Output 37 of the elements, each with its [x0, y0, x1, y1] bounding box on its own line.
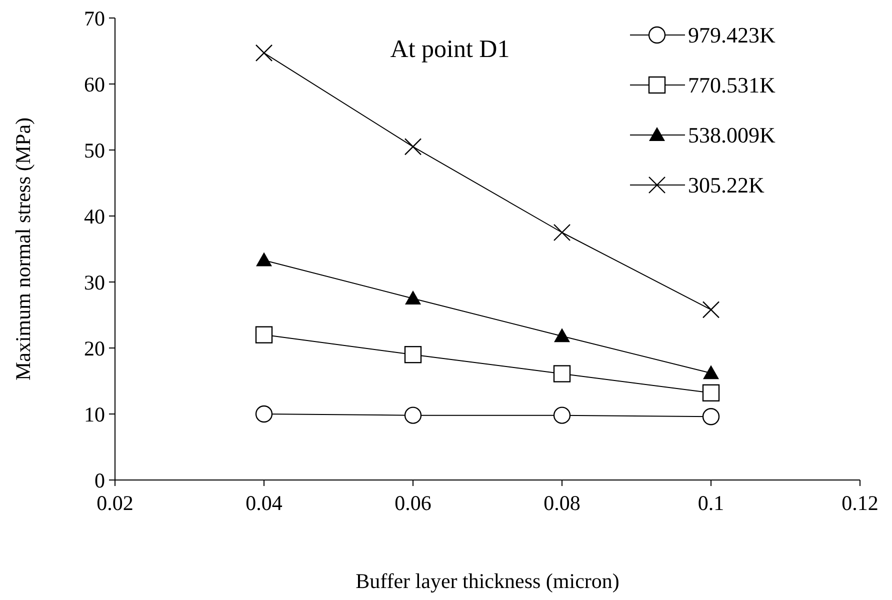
- point: [404, 346, 422, 364]
- point: [553, 406, 571, 424]
- point: [256, 252, 272, 266]
- y-tick-label: 50: [84, 138, 105, 162]
- x-tick-label: 0.06: [394, 491, 432, 515]
- y-tick-label: 60: [84, 72, 105, 96]
- x-tick-label: 0.1: [698, 491, 724, 515]
- y-tick-label: 70: [84, 6, 105, 30]
- point: [702, 408, 720, 426]
- legend-label: 538.009K: [688, 122, 776, 148]
- y-tick-label: 10: [84, 402, 105, 426]
- point: [255, 405, 273, 423]
- x-tick-label: 0.12: [842, 491, 878, 515]
- point: [553, 365, 571, 382]
- legend-label: 979.423K: [688, 22, 776, 48]
- point: [255, 44, 273, 62]
- y-tick-label: 0: [94, 468, 105, 492]
- x-tick-label: 0.04: [246, 491, 283, 515]
- point: [404, 406, 422, 424]
- y-tick-label: 40: [84, 204, 105, 228]
- point: [702, 384, 720, 402]
- x-axis-title: Buffer layer thickness (micron): [356, 569, 620, 593]
- text: At point D1: [390, 36, 510, 63]
- point: [703, 365, 719, 380]
- y-tick-label: 20: [84, 336, 105, 360]
- y-tick-label: 30: [84, 270, 105, 294]
- point: [255, 326, 273, 344]
- point: [404, 138, 422, 156]
- legend-label: 770.531K: [688, 72, 776, 98]
- y-axis-title: Maximum normal stress (MPa): [11, 117, 35, 381]
- x-tick-label: 0.08: [544, 491, 580, 515]
- x-tick-label: 0.02: [96, 491, 134, 515]
- legend-label: 305.22K: [688, 172, 764, 198]
- point: [553, 224, 571, 242]
- point: [702, 301, 720, 318]
- point: [405, 290, 421, 304]
- point: [554, 328, 570, 342]
